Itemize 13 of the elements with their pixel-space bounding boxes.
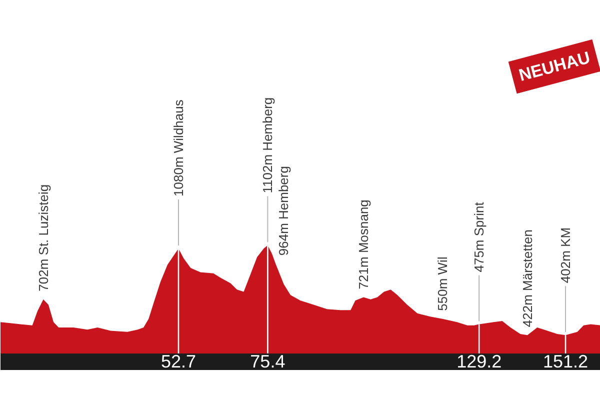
x-tick-label: 129.2 — [456, 352, 502, 372]
annotation: 550m Wil — [435, 256, 450, 311]
annotation: 402m KM — [558, 227, 574, 284]
annotation: 702m St. Luzisteig — [36, 184, 51, 292]
x-tick-label: 151.2 — [543, 352, 588, 372]
annotation: 721m Mosnang — [356, 200, 372, 290]
annotation: 475m Sprint — [472, 202, 487, 272]
annotation: 964m Hemberg — [276, 166, 292, 256]
annotation: 422m Märstetten — [520, 230, 535, 328]
annotation: 1102m Hemberg — [260, 97, 276, 194]
x-tick-label: 52.7 — [160, 352, 196, 372]
annotation: 1080m Wildhaus — [170, 99, 186, 196]
x-tick-label: 75.4 — [250, 352, 286, 372]
